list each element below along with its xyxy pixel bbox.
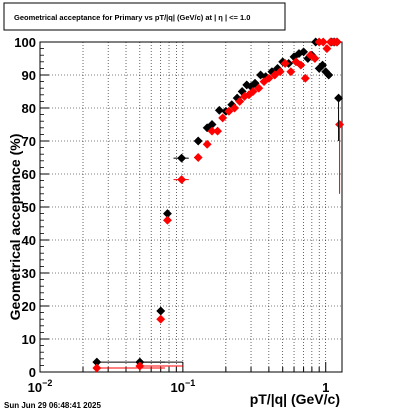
data-point xyxy=(322,44,332,54)
x-tick-label: 1 xyxy=(322,380,329,395)
data-point xyxy=(305,50,315,60)
y-tick-label: 40 xyxy=(22,233,36,248)
data-point xyxy=(310,53,320,64)
grid xyxy=(39,41,342,373)
data-point xyxy=(235,96,245,106)
chart-title: Geometrical acceptance for Primary vs pT… xyxy=(14,13,250,22)
y-tick-label: 50 xyxy=(22,200,36,215)
data-point xyxy=(224,106,234,116)
data-point xyxy=(193,136,203,146)
axis-ticks xyxy=(39,41,327,373)
data-point xyxy=(300,73,310,83)
data-point xyxy=(177,153,187,163)
data-point xyxy=(324,70,334,80)
timestamp: Sun Jun 29 06:48:41 2025 xyxy=(4,401,101,410)
y-tick-label: 70 xyxy=(22,134,36,149)
data-point xyxy=(332,37,342,47)
data-point xyxy=(177,175,187,185)
data-point xyxy=(156,314,166,324)
data-marks xyxy=(92,37,345,373)
y-tick-label: 60 xyxy=(22,167,36,182)
data-point xyxy=(229,103,240,113)
data-point xyxy=(213,126,223,136)
y-tick-label: 0 xyxy=(29,365,36,380)
data-point xyxy=(286,67,296,77)
data-point xyxy=(254,83,264,93)
y-tick-label: 10 xyxy=(22,332,36,347)
data-point xyxy=(291,57,301,67)
data-point xyxy=(275,67,285,77)
x-tick-label: 10−1 xyxy=(170,378,195,395)
data-point xyxy=(135,361,145,371)
y-axis-label: Geometrical acceptance (%) xyxy=(7,134,23,321)
y-tick-label: 100 xyxy=(14,35,36,50)
axis-tick-labels: 0 10 20 30 40 50 60 70 80 90 100 10−2 10−1 1 xyxy=(14,35,329,395)
data-point xyxy=(248,86,258,97)
data-point xyxy=(264,73,274,83)
data-point xyxy=(318,37,328,47)
data-point xyxy=(214,105,224,115)
y-tick-label: 80 xyxy=(22,101,36,116)
data-point xyxy=(202,139,212,149)
data-point xyxy=(156,306,166,316)
y-tick-label: 20 xyxy=(22,299,36,314)
data-point xyxy=(296,60,306,70)
data-point xyxy=(299,47,309,57)
data-point xyxy=(92,363,102,373)
y-tick-label: 30 xyxy=(22,266,36,281)
data-point xyxy=(162,215,172,225)
data-point xyxy=(317,60,328,70)
chart-title-box: Geometrical acceptance for Primary vs pT… xyxy=(3,2,286,31)
data-point xyxy=(218,113,228,123)
x-tick-label: 10−2 xyxy=(28,378,53,395)
data-point xyxy=(280,58,290,69)
x-axis-label: pT/|q| (GeV/c) xyxy=(250,391,340,407)
y-tick-label: 90 xyxy=(22,68,36,83)
data-point xyxy=(193,152,203,163)
